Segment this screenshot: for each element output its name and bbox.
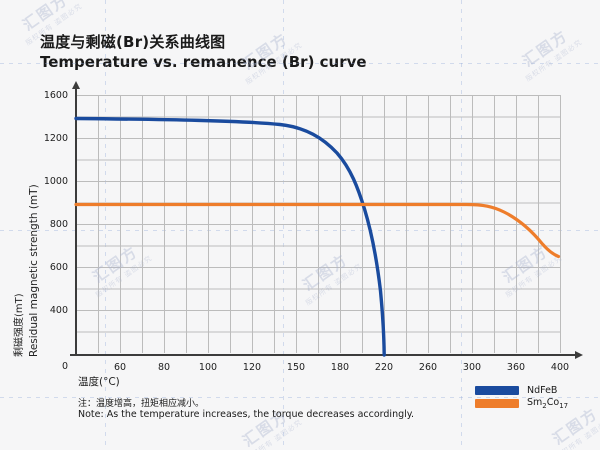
origin-tick-0: 0 <box>61 361 68 372</box>
y-axis-title-en: Residual magnetic strength (mT) <box>28 184 40 357</box>
x-tick-400: 400 <box>550 362 570 373</box>
x-tick-180: 180 <box>330 362 350 373</box>
watermark-text: 版权所有 盗图必究 <box>244 418 304 450</box>
chart-title-cn: 温度与剩磁(Br)关系曲线图 <box>40 33 226 51</box>
legend-label-sm2co17: Sm2Co17 <box>527 397 568 410</box>
y-axis-line <box>75 88 77 356</box>
co-label-sub: 17 <box>559 401 569 410</box>
ndfeb-swatch-icon <box>475 386 519 395</box>
x-tick-360: 360 <box>506 362 526 373</box>
legend: NdFeB Sm2Co17 <box>475 384 568 410</box>
y-tick-1200: 1200 <box>43 133 68 144</box>
sm-label-sub: 2 <box>542 401 547 410</box>
watermark: 汇图方 版权所有 盗图必究 <box>232 400 305 450</box>
watermark-text: 版权所有 盗图必究 <box>524 38 584 84</box>
sm2co17-swatch-icon <box>475 399 519 408</box>
y-axis-title-cn: 剩磁强度(mT) <box>14 293 25 357</box>
watermark-logo: 汇图方 <box>239 406 292 450</box>
legend-item-sm2co17: Sm2Co17 <box>475 397 568 410</box>
x-tick-260: 260 <box>418 362 438 373</box>
x-tick-220: 220 <box>374 362 394 373</box>
y-tick-1600: 1600 <box>43 90 68 101</box>
note-cn: 注：温度增高，扭矩相应减小。 <box>78 399 205 409</box>
x-axis-title: 温度(°C) <box>78 376 120 388</box>
x-tick-100: 100 <box>198 362 218 373</box>
y-axis-arrow-icon <box>72 81 80 89</box>
x-tick-150: 150 <box>286 362 306 373</box>
watermark-text: 版权所有 盗图必究 <box>554 416 600 450</box>
y-tick-800: 800 <box>49 219 68 230</box>
co-label-part: Co <box>546 397 560 409</box>
x-tick-60: 60 <box>113 362 127 373</box>
watermark: 汇图方 版权所有 盗图必究 <box>512 20 585 84</box>
y-tick-1000: 1000 <box>43 176 68 187</box>
plot-grid <box>76 95 561 353</box>
x-tick-300: 300 <box>462 362 482 373</box>
chart-title-en: Temperature vs. remanence (Br) curve <box>40 53 367 71</box>
watermark-logo: 汇图方 <box>519 26 572 71</box>
x-tick-120: 120 <box>242 362 262 373</box>
y-tick-600: 600 <box>49 262 68 273</box>
y-tick-400: 400 <box>49 305 68 316</box>
legend-item-ndfeb: NdFeB <box>475 384 568 397</box>
x-axis-arrow-icon <box>575 351 583 359</box>
watermark-dashed-line <box>0 397 600 398</box>
sm-label-part: Sm <box>527 397 543 409</box>
watermark-dashed-line <box>0 63 600 64</box>
legend-label-ndfeb: NdFeB <box>527 385 558 396</box>
note-en: Note: As the temperature increases, the … <box>78 409 415 420</box>
x-axis-line <box>70 354 576 356</box>
y-axis-title: 剩磁强度(mT) Residual magnetic strength (mT) <box>13 95 43 357</box>
x-tick-80: 80 <box>157 362 171 373</box>
